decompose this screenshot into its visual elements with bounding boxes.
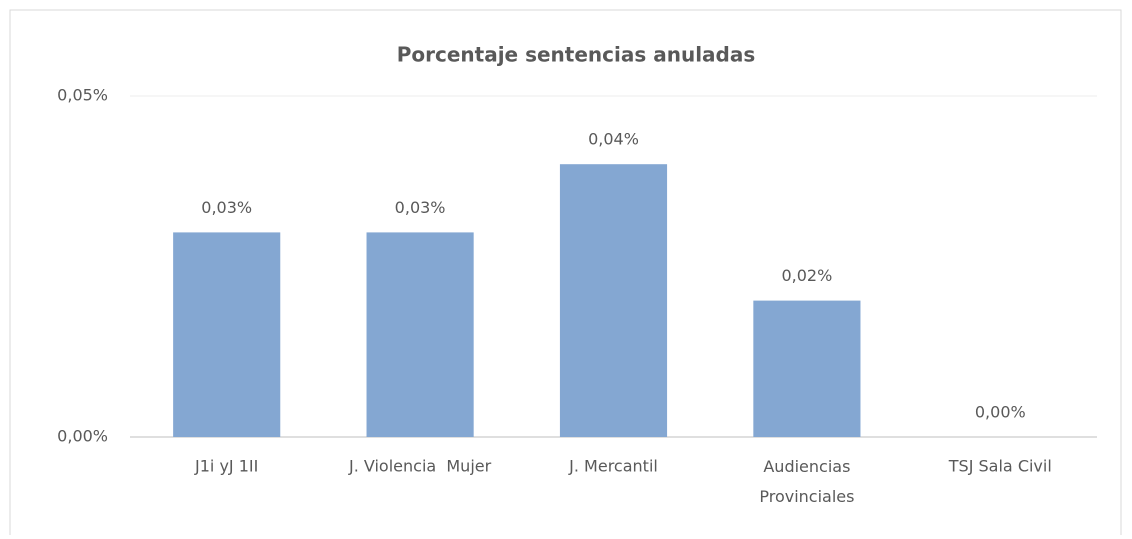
data-label: 0,00% (975, 403, 1026, 422)
chart-title: Porcentaje sentencias anuladas (397, 43, 756, 67)
x-tick-label: TSJ Sala Civil (948, 457, 1052, 476)
bar (173, 232, 281, 437)
x-tick-label: J. Violencia Mujer (348, 457, 492, 476)
y-tick-label: 0,00% (57, 427, 108, 446)
bar (366, 232, 474, 437)
x-tick-label: Audiencias Provinciales (759, 457, 854, 506)
data-label: 0,04% (588, 130, 639, 149)
y-tick-label: 0,05% (57, 86, 108, 105)
data-label: 0,03% (395, 198, 446, 217)
x-tick-label: J. Mercantil (568, 457, 658, 476)
data-label: 0,03% (201, 198, 252, 217)
data-label: 0,02% (781, 266, 832, 285)
bar (559, 164, 668, 437)
x-tick-label: J1i yJ 1II (194, 457, 258, 476)
bar (753, 300, 861, 437)
